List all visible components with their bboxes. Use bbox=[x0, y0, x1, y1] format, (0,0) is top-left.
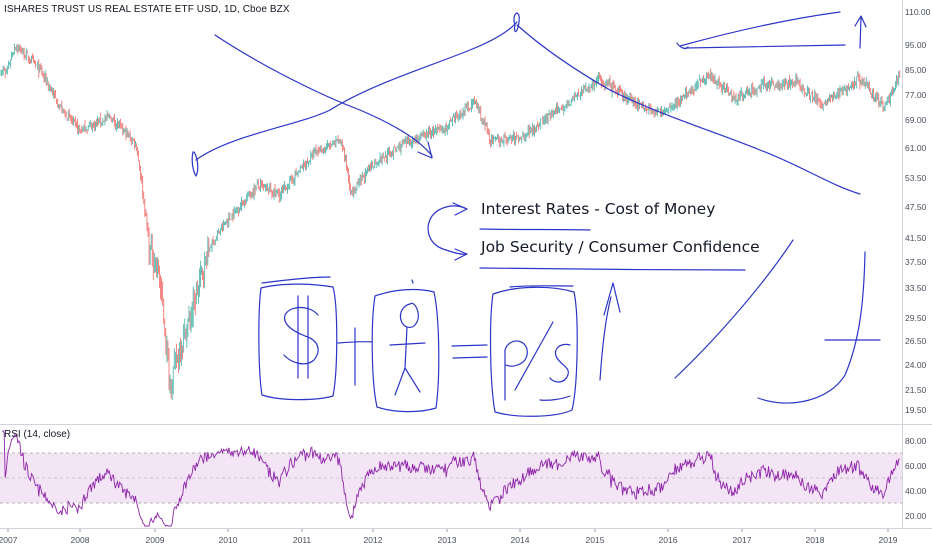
price-candles bbox=[0, 43, 901, 400]
price-axis-label: 53.50 bbox=[905, 173, 927, 183]
price-axis-label: 110.00 bbox=[905, 7, 931, 17]
price-axis-label: 61.00 bbox=[905, 143, 927, 153]
drawing-person-dot[interactable] bbox=[411, 279, 414, 284]
drawing-diagonal-rise[interactable] bbox=[674, 239, 794, 379]
rsi-axis-label: 20.00 bbox=[905, 511, 927, 521]
rsi-axis-label: 40.00 bbox=[905, 486, 927, 496]
drawing-person-body[interactable] bbox=[389, 326, 426, 396]
drawing-up-arrow-top[interactable] bbox=[854, 15, 867, 49]
price-axis-label: 26.50 bbox=[905, 336, 927, 346]
time-axis-label: 2008 bbox=[71, 535, 90, 545]
drawing-peak-loop[interactable] bbox=[513, 12, 520, 33]
drawing-ps-underline[interactable] bbox=[539, 395, 571, 401]
drawing-dollar-top-stroke[interactable] bbox=[261, 276, 331, 284]
drawing-person-box[interactable] bbox=[371, 288, 440, 413]
drawing-start-loop[interactable] bbox=[191, 151, 199, 177]
price-axis-label: 85.00 bbox=[905, 65, 927, 75]
drawing-ps-box[interactable] bbox=[489, 286, 578, 417]
chart-title: ISHARES TRUST US REAL ESTATE ETF USD, 1D… bbox=[4, 4, 290, 15]
time-axis-label: 2010 bbox=[219, 535, 238, 545]
price-axis-label: 19.50 bbox=[905, 405, 927, 415]
time-axis-label: 2017 bbox=[733, 535, 752, 545]
rsi-line bbox=[2, 430, 900, 527]
drawing-person-head[interactable] bbox=[399, 302, 419, 328]
drawing-ps-top-stroke[interactable] bbox=[509, 285, 574, 288]
drawing-plus-sign[interactable] bbox=[337, 327, 373, 386]
price-axis[interactable]: 110.00 95.00 85.00 77.00 69.00 61.00 53.50 47.5… bbox=[905, 7, 931, 415]
hand-drawings[interactable] bbox=[191, 11, 881, 417]
price-axis-label: 33.50 bbox=[905, 283, 927, 293]
drawing-top-right-hook[interactable] bbox=[676, 42, 689, 49]
time-axis-label: 2007 bbox=[0, 535, 18, 545]
time-axis-label: 2013 bbox=[438, 535, 457, 545]
annotation-job-security: Job Security / Consumer Confidence bbox=[481, 238, 760, 256]
time-axis-label: 2015 bbox=[586, 535, 605, 545]
time-axis-label: 2012 bbox=[364, 535, 383, 545]
drawing-annotation-arrow-bottom[interactable] bbox=[454, 248, 468, 261]
price-axis-label: 29.50 bbox=[905, 313, 927, 323]
price-axis-label: 37.50 bbox=[905, 257, 927, 267]
drawing-dollar-box[interactable] bbox=[258, 283, 338, 401]
time-axis-label: 2014 bbox=[511, 535, 530, 545]
time-axis-label: 2011 bbox=[293, 535, 312, 545]
time-axis[interactable]: 2007 2008 2009 2010 2011 2012 2013 2014 2015 2016… bbox=[0, 529, 898, 545]
price-axis-label: 77.00 bbox=[905, 90, 927, 100]
drawing-descending-line[interactable] bbox=[214, 34, 433, 157]
price-axis-label: 41.50 bbox=[905, 233, 927, 243]
time-axis-label: 2009 bbox=[146, 535, 165, 545]
drawing-letter-s[interactable] bbox=[549, 343, 571, 383]
drawing-top-right-base[interactable] bbox=[685, 44, 846, 49]
price-axis-label: 69.00 bbox=[905, 115, 927, 125]
price-axis-label: 95.00 bbox=[905, 40, 927, 50]
drawing-falling-curve[interactable] bbox=[516, 24, 861, 195]
drawing-dollar-bars[interactable] bbox=[297, 295, 309, 379]
time-axis-label: 2019 bbox=[879, 535, 898, 545]
rsi-axis-label: 60.00 bbox=[905, 461, 927, 471]
price-axis-label: 47.50 bbox=[905, 202, 927, 212]
drawing-dollar-sign[interactable] bbox=[283, 306, 319, 365]
annotation-interest-rates: Interest Rates - Cost of Money bbox=[481, 200, 716, 218]
drawing-annotation-brace[interactable] bbox=[427, 205, 468, 255]
drawing-underline-rates[interactable] bbox=[479, 228, 591, 231]
drawing-slash[interactable] bbox=[514, 321, 554, 391]
drawing-annotation-arrow-top[interactable] bbox=[452, 202, 468, 216]
rsi-indicator-title: RSI (14, close) bbox=[4, 429, 71, 440]
drawing-j-curve[interactable] bbox=[757, 251, 866, 404]
drawing-up-arrow-mid[interactable] bbox=[599, 282, 621, 381]
rsi-axis[interactable]: 80.00 60.00 40.00 20.00 bbox=[905, 436, 927, 521]
drawing-letter-p[interactable] bbox=[504, 340, 528, 401]
drawing-underline-jobs[interactable] bbox=[479, 267, 746, 271]
rsi-axis-label: 80.00 bbox=[905, 436, 927, 446]
drawing-equals-sign[interactable] bbox=[451, 344, 488, 359]
time-axis-label: 2018 bbox=[806, 535, 825, 545]
drawing-top-right-rise[interactable] bbox=[679, 11, 841, 47]
drawing-arrowhead[interactable] bbox=[417, 141, 433, 159]
drawing-rising-curve[interactable] bbox=[195, 21, 518, 161]
price-axis-label: 21.50 bbox=[905, 385, 927, 395]
price-axis-label: 24.00 bbox=[905, 360, 927, 370]
time-axis-label: 2016 bbox=[659, 535, 678, 545]
